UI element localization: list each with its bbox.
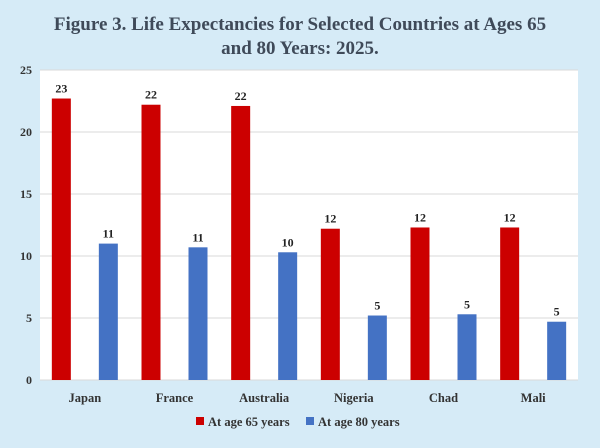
x-category-label: France	[156, 391, 194, 405]
data-label: 12	[504, 210, 516, 224]
data-label: 11	[192, 230, 203, 244]
y-tick-label: 0	[26, 373, 32, 387]
data-label: 22	[145, 88, 157, 102]
plot-area	[40, 70, 578, 380]
bar	[500, 227, 520, 380]
legend-label: At age 65 years	[208, 415, 290, 429]
legend-swatch	[196, 417, 204, 425]
x-category-label: Mali	[521, 391, 547, 405]
bar	[51, 98, 71, 381]
data-label: 11	[103, 227, 114, 241]
data-labels: 23 11 22 11 22 10 12 5 12 5 12 5	[55, 82, 559, 319]
bar	[457, 314, 477, 380]
chart-title-line1: Figure 3. Life Expectancies for Selected…	[54, 14, 546, 35]
x-category-label: Australia	[239, 391, 290, 405]
data-label: 5	[374, 299, 380, 313]
data-label: 12	[324, 212, 336, 226]
bar	[98, 243, 118, 380]
legend-swatch	[306, 417, 314, 425]
bar	[278, 252, 298, 380]
x-category-label: Nigeria	[334, 391, 374, 405]
gridlines	[40, 69, 578, 381]
data-label: 23	[55, 82, 67, 96]
bar	[188, 247, 208, 380]
x-category-label: Japan	[69, 391, 102, 405]
x-category-label: Chad	[429, 391, 458, 405]
y-tick-label: 10	[20, 249, 32, 263]
x-axis-categories: Japan France Australia Nigeria Chad Mali	[69, 391, 547, 405]
y-tick-label: 25	[20, 63, 32, 77]
y-axis-ticks: 0 5 10 15 20 25	[20, 63, 32, 387]
data-label: 5	[464, 297, 470, 311]
data-label: 22	[235, 89, 247, 103]
data-label: 5	[554, 305, 560, 319]
bar	[367, 315, 387, 380]
bar	[547, 321, 567, 380]
bar	[320, 228, 340, 380]
y-tick-label: 20	[20, 125, 32, 139]
data-label: 12	[414, 210, 426, 224]
y-tick-label: 15	[20, 187, 32, 201]
chart-title-line2: and 80 Years: 2025.	[221, 38, 379, 59]
bars	[51, 98, 567, 381]
legend-label: At age 80 years	[318, 415, 400, 429]
bar	[141, 104, 161, 380]
y-tick-label: 5	[26, 311, 32, 325]
bar	[410, 227, 430, 380]
bar	[231, 105, 251, 381]
data-label: 10	[282, 235, 294, 249]
legend: At age 65 years At age 80 years	[196, 415, 400, 429]
